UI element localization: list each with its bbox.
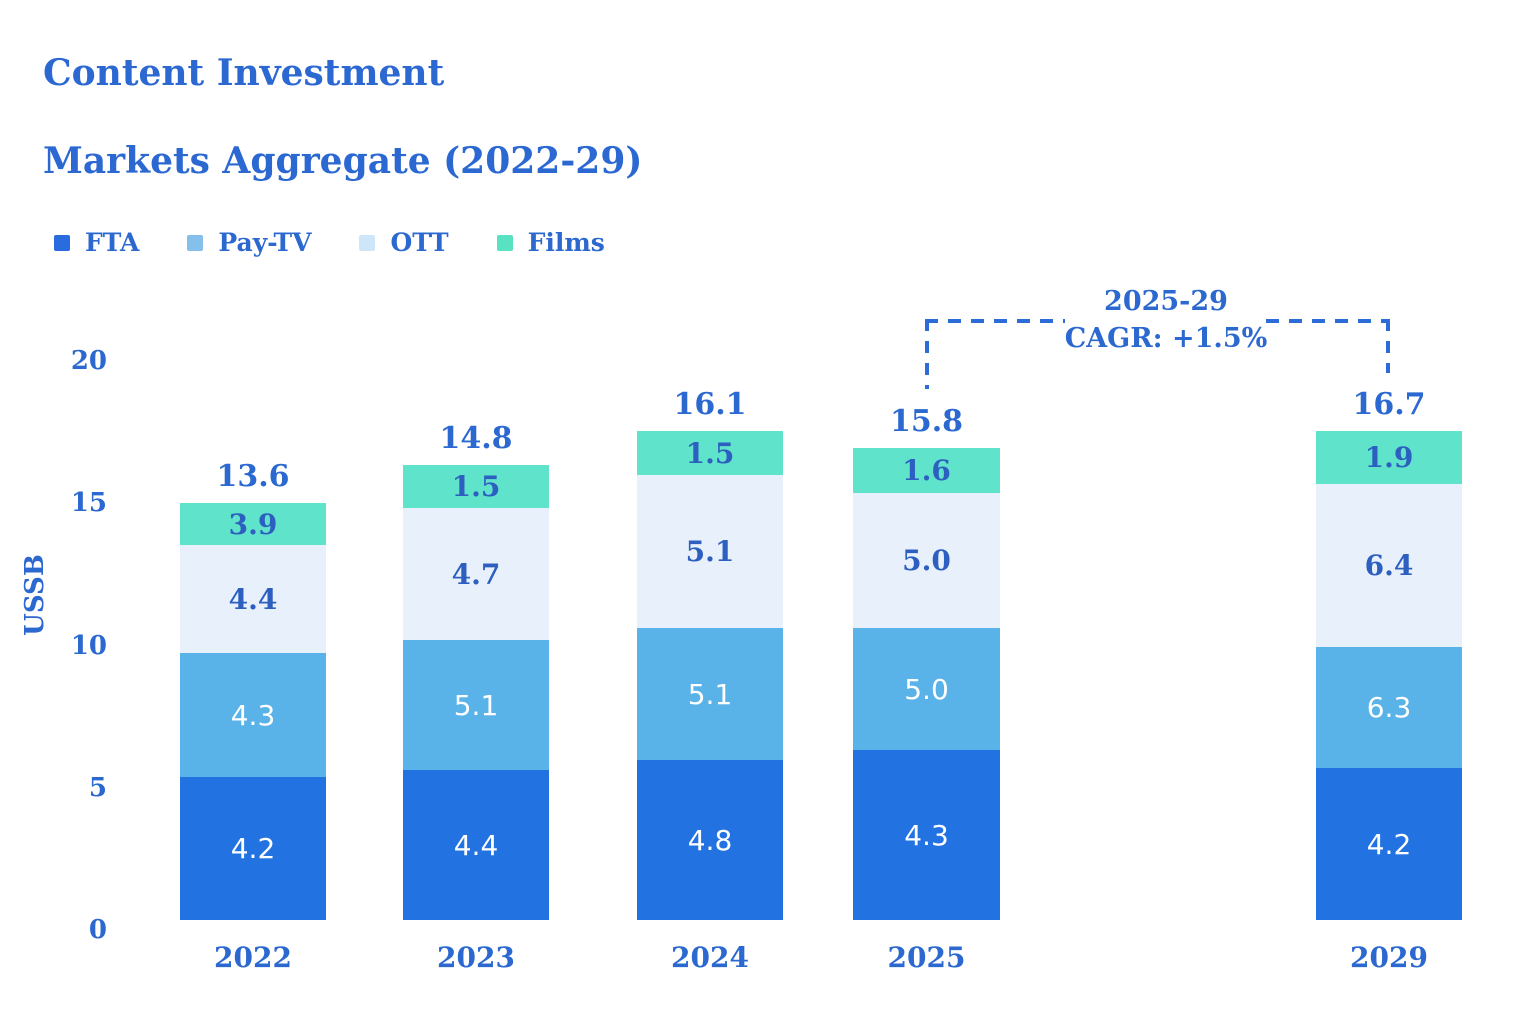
- total-label-2025: 15.8: [889, 404, 964, 439]
- segment-value-films-2029: 1.9: [1364, 441, 1414, 474]
- films-swatch-icon: [496, 234, 513, 251]
- segment-value-films-2023: 1.5: [451, 470, 501, 503]
- legend-label-pay-tv: Pay-TV: [218, 228, 312, 257]
- x-label-2023: 2023: [437, 941, 515, 974]
- segment-value-ott-2029: 6.4: [1364, 549, 1414, 582]
- total-label-2023: 14.8: [439, 421, 513, 456]
- x-label-2022: 2022: [214, 941, 292, 974]
- cagr-value: CAGR: +1.5%: [1064, 323, 1268, 354]
- segment-pay-tv-2024: 5.1: [637, 628, 783, 760]
- segment-value-pay-tv-2025: 5.0: [904, 672, 949, 706]
- legend-label-fta: FTA: [85, 228, 140, 257]
- segment-pay-tv-2022: 4.3: [180, 653, 326, 777]
- y-tick-10: 10: [70, 630, 107, 661]
- bar-2029: 1.9 6.4 6.3 4.2: [1316, 431, 1462, 920]
- segment-value-fta-2024: 4.8: [687, 823, 733, 857]
- segment-fta-2029: 4.2: [1316, 768, 1462, 920]
- segment-value-pay-tv-2022: 4.3: [230, 698, 276, 732]
- segment-value-films-2025: 1.6: [902, 454, 951, 487]
- x-label-2029: 2029: [1350, 941, 1428, 974]
- y-tick-0: 0: [88, 915, 107, 945]
- total-label-2022: 13.6: [216, 459, 290, 494]
- y-tick-5: 5: [88, 772, 107, 803]
- y-tick-15: 15: [70, 488, 107, 519]
- total-label-2029: 16.7: [1352, 387, 1426, 422]
- segment-value-films-2024: 1.5: [685, 436, 735, 470]
- segment-value-ott-2024: 5.1: [685, 535, 735, 568]
- cagr-bracket-drop-2025: [925, 319, 929, 389]
- segment-value-pay-tv-2029: 6.3: [1366, 691, 1412, 724]
- y-tick-20: 20: [70, 346, 107, 376]
- segment-ott-2025: 5.0: [853, 493, 1000, 628]
- segment-films-2024: 1.5: [637, 431, 783, 475]
- ott-swatch-icon: [359, 234, 376, 251]
- segment-ott-2022: 4.4: [180, 545, 326, 653]
- pay-tv-swatch-icon: [187, 234, 204, 251]
- segment-value-fta-2029: 4.2: [1366, 827, 1412, 861]
- segment-ott-2023: 4.7: [403, 508, 549, 640]
- segment-ott-2029: 6.4: [1316, 484, 1462, 647]
- segment-ott-2024: 5.1: [637, 475, 783, 628]
- segment-pay-tv-2023: 5.1: [403, 640, 549, 770]
- legend-item-films: Films: [496, 228, 605, 257]
- legend-item-fta: FTA: [54, 228, 139, 257]
- cagr-bracket-line-right: [1266, 319, 1390, 323]
- segment-films-2023: 1.5: [403, 465, 549, 508]
- segment-value-pay-tv-2024: 5.1: [687, 677, 733, 711]
- cagr-annotation-text: 2025-29 CAGR: +1.5%: [1065, 283, 1268, 357]
- fta-swatch-icon: [54, 234, 70, 251]
- legend-item-ott: OTT: [359, 228, 449, 257]
- segment-value-ott-2022: 4.4: [228, 582, 278, 616]
- cagr-range: 2025-29: [1104, 286, 1228, 317]
- segment-pay-tv-2029: 6.3: [1316, 647, 1462, 768]
- bar-2025: 1.6 5.0 5.0 4.3: [853, 448, 1000, 920]
- segment-pay-tv-2025: 5.0: [853, 628, 1000, 750]
- chart-title: Content Investment: [43, 52, 445, 94]
- x-label-2024: 2024: [671, 941, 749, 974]
- segment-fta-2022: 4.2: [180, 777, 326, 920]
- cagr-bracket-line-left: [925, 319, 1065, 323]
- segment-value-fta-2025: 4.3: [904, 818, 949, 852]
- y-axis-label: USSB: [20, 554, 50, 636]
- legend-label-films: Films: [527, 228, 605, 257]
- legend-item-pay-tv: Pay-TV: [187, 228, 311, 257]
- segment-value-films-2022: 3.9: [228, 507, 278, 541]
- segment-value-ott-2023: 4.7: [451, 557, 501, 591]
- bar-2024: 1.5 5.1 5.1 4.8: [637, 431, 783, 920]
- bar-2023: 1.5 4.7 5.1 4.4: [403, 465, 549, 920]
- chart-subtitle: Markets Aggregate (2022-29): [43, 140, 643, 182]
- segment-films-2025: 1.6: [853, 448, 1000, 493]
- legend-label-ott: OTT: [390, 228, 449, 257]
- segment-fta-2024: 4.8: [637, 760, 783, 920]
- segment-value-ott-2025: 5.0: [902, 544, 951, 577]
- x-label-2025: 2025: [887, 941, 966, 974]
- bar-2022: 3.9 4.4 4.3 4.2: [180, 503, 326, 920]
- segment-films-2022: 3.9: [180, 503, 326, 545]
- segment-films-2029: 1.9: [1316, 431, 1462, 484]
- legend: FTA Pay-TV OTT Films: [54, 228, 605, 257]
- segment-value-pay-tv-2023: 5.1: [453, 688, 499, 722]
- segment-value-fta-2022: 4.2: [230, 832, 276, 865]
- total-label-2024: 16.1: [673, 387, 747, 422]
- segment-value-fta-2023: 4.4: [453, 828, 499, 862]
- segment-fta-2025: 4.3: [853, 750, 1000, 920]
- cagr-bracket-drop-2029: [1386, 319, 1390, 373]
- segment-fta-2023: 4.4: [403, 770, 549, 920]
